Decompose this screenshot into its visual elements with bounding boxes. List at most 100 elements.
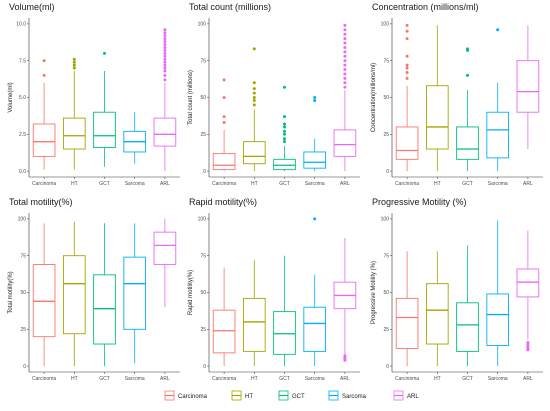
outlier-point — [405, 37, 409, 41]
iqr-box — [123, 256, 147, 330]
iqr-box — [93, 274, 116, 345]
box-gct — [273, 85, 296, 172]
box-sarcoma — [303, 217, 327, 367]
box-gct — [456, 245, 479, 367]
legend-label: HT — [245, 394, 253, 400]
x-tick-label: HT — [251, 181, 258, 187]
legend-item-gct: GCT — [278, 390, 305, 401]
iqr-box — [212, 309, 236, 354]
x-tick-label: GCT — [99, 181, 110, 187]
box-ht — [242, 47, 266, 172]
outlier-point — [283, 140, 286, 144]
y-tick-label: 50 — [200, 95, 206, 101]
box-carcinoma — [32, 59, 56, 170]
outlier-point — [163, 66, 167, 70]
y-tick-label: 100 — [198, 217, 207, 223]
outlier-point — [343, 59, 347, 63]
y-tick-label: 0 — [386, 364, 389, 370]
outlier-point — [283, 125, 286, 129]
iqr-box — [486, 293, 510, 346]
outlier-point — [405, 63, 409, 67]
legend-label: Sarcoma — [342, 394, 367, 400]
iqr-box — [153, 117, 177, 147]
x-tick-label: HT — [434, 376, 441, 382]
box-carcinoma — [212, 267, 236, 367]
box-ht — [425, 25, 449, 172]
y-axis-title: Progressive Motility (%) — [371, 261, 377, 324]
outlier-point — [283, 129, 286, 133]
iqr-box — [486, 111, 510, 159]
outlier-point — [313, 217, 317, 221]
outlier-point — [343, 41, 347, 45]
legend-item-carcinoma: Carcinoma — [164, 390, 208, 401]
outlier-point — [163, 45, 167, 49]
outlier-point — [343, 50, 347, 54]
outlier-point — [405, 54, 409, 58]
y-tick-label: 100 — [198, 22, 207, 28]
outlier-point — [343, 37, 347, 41]
outlier-point — [343, 63, 347, 67]
panel-total-count-millions: Total count (millions) 0 25 50 75 100 Total co… — [188, 2, 360, 187]
legend: Carcinoma HT GCT Sarcoma ARL — [164, 390, 419, 401]
outlier-point — [283, 122, 286, 126]
outlier-point — [252, 103, 256, 107]
outlier-point — [252, 96, 256, 99]
outlier-point — [405, 29, 409, 33]
outlier-point — [72, 60, 76, 64]
x-tick-label: GCT — [462, 181, 473, 187]
y-tick-label: 2.5 — [19, 132, 26, 138]
outlier-point — [343, 32, 347, 36]
panel-total-motility: Total motility(%) 0 25 50 75 100 Total motilit… — [8, 197, 180, 382]
panel-title: Total count (millions) — [189, 2, 271, 12]
y-tick-label: 50 — [200, 290, 206, 296]
box-arl — [153, 28, 177, 172]
y-tick-label: 5.0 — [19, 95, 26, 101]
x-tick-label: Sarcoma — [305, 181, 325, 187]
outlier-point — [163, 57, 167, 61]
panel-title: Volume(ml) — [9, 2, 55, 12]
y-tick-label: 100 — [381, 22, 390, 28]
outlier-point — [343, 23, 347, 27]
iqr-box — [273, 158, 296, 171]
y-tick-label: 10.0 — [16, 22, 26, 28]
outlier-point — [405, 66, 409, 70]
y-tick-label: 100 — [381, 217, 390, 223]
x-tick-label: Sarcoma — [488, 376, 508, 382]
y-tick-label: 75 — [383, 253, 389, 259]
x-tick-label: HT — [71, 376, 78, 382]
box-arl — [516, 230, 540, 352]
outlier-point — [163, 40, 167, 44]
iqr-box — [456, 126, 479, 160]
box-sarcoma — [486, 28, 510, 172]
iqr-box — [93, 111, 116, 149]
outlier-point — [252, 98, 256, 102]
outlier-point — [103, 51, 106, 55]
x-tick-label: ARL — [160, 376, 170, 382]
outlier-point — [343, 85, 347, 89]
outlier-point — [252, 91, 256, 95]
outlier-point — [466, 73, 469, 77]
y-tick-label: 75 — [200, 253, 206, 259]
x-tick-label: ARL — [523, 181, 533, 187]
outlier-point — [343, 68, 347, 72]
y-tick-label: 25 — [20, 327, 26, 333]
iqr-box — [273, 311, 296, 355]
outlier-point — [72, 66, 76, 70]
iqr-box — [242, 297, 266, 352]
outlier-point — [222, 115, 226, 119]
y-tick-label: 25 — [383, 132, 389, 138]
panel-title: Concentration (millions/ml) — [372, 2, 479, 12]
x-tick-label: Carcinoma — [212, 376, 236, 382]
iqr-box — [333, 129, 357, 157]
outlier-point — [343, 54, 347, 58]
outlier-point — [163, 31, 167, 35]
panel-concentration-millions-ml: Concentration (millions/ml) 0 25 50 75 100 Con… — [371, 2, 543, 187]
outlier-point — [343, 354, 347, 358]
y-tick-label: 75 — [20, 253, 26, 259]
box-sarcoma — [123, 112, 147, 164]
y-tick-label: 75 — [200, 58, 206, 64]
y-axis-title: Total count (millions) — [188, 70, 194, 125]
outlier-point — [163, 48, 167, 52]
panel-title: Total motility(%) — [9, 197, 73, 207]
